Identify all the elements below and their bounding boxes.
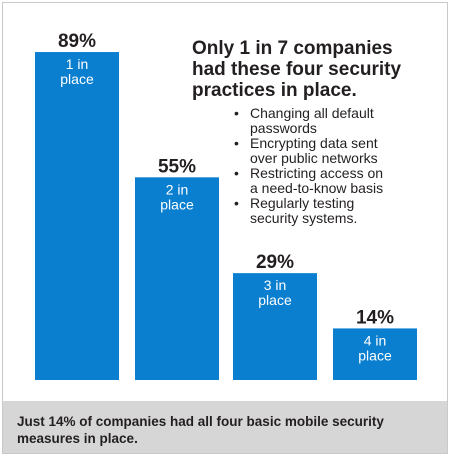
footer-caption: Just 14% of companies had all four basic… <box>3 401 447 453</box>
practices-list: • Changing all default passwords • Encry… <box>234 106 434 226</box>
bar-4 <box>333 328 417 380</box>
practice-line: Changing all default <box>250 105 374 121</box>
practice-line: passwords <box>250 120 317 136</box>
bar-3 <box>233 273 317 380</box>
bullet-icon: • <box>234 135 239 151</box>
bar-category-label: place <box>160 196 194 212</box>
headline-line: had these four security <box>192 59 402 80</box>
practice-line: Encrypting data sent <box>250 135 378 151</box>
footer-line: Just 14% of companies had all four basic… <box>17 414 384 429</box>
headline-line: practices in place. <box>192 80 357 101</box>
bar-category-label: 4 in <box>364 332 387 348</box>
bar-2 <box>135 177 219 380</box>
bar-value-label: 29% <box>256 252 294 273</box>
bar-category-label: 2 in <box>166 181 189 197</box>
bar-category-label: 1 in <box>66 56 89 72</box>
bullet-icon: • <box>234 195 239 211</box>
practice-item: • Changing all default passwords <box>234 106 434 136</box>
chart-frame <box>2 2 448 454</box>
practice-line: a need-to-know basis <box>250 180 384 196</box>
practice-item: • Regularly testing security systems. <box>234 196 434 226</box>
bar-1 <box>35 52 119 380</box>
bar-category-label: 3 in <box>264 277 287 293</box>
practice-line: Regularly testing <box>250 195 355 211</box>
bar-category-label: place <box>258 292 292 308</box>
bar-value-label: 55% <box>158 156 196 177</box>
practice-line: over public networks <box>250 150 378 166</box>
practice-line: security systems. <box>250 210 358 226</box>
practice-item: • Encrypting data sent over public netwo… <box>234 136 434 166</box>
bar-category-label: place <box>60 71 94 87</box>
headline-line: Only 1 in 7 companies <box>192 38 393 59</box>
practice-item: • Restricting access on a need-to-know b… <box>234 166 434 196</box>
practice-line: Restricting access on <box>250 165 384 181</box>
footer-line: measures in place. <box>17 431 138 446</box>
bar-value-label: 89% <box>58 31 96 52</box>
bar-category-label: place <box>358 347 392 363</box>
bar-value-label: 14% <box>356 307 394 328</box>
chart-headline: Only 1 in 7 companies had these four sec… <box>192 38 432 101</box>
bullet-icon: • <box>234 105 239 121</box>
bullet-icon: • <box>234 165 239 181</box>
